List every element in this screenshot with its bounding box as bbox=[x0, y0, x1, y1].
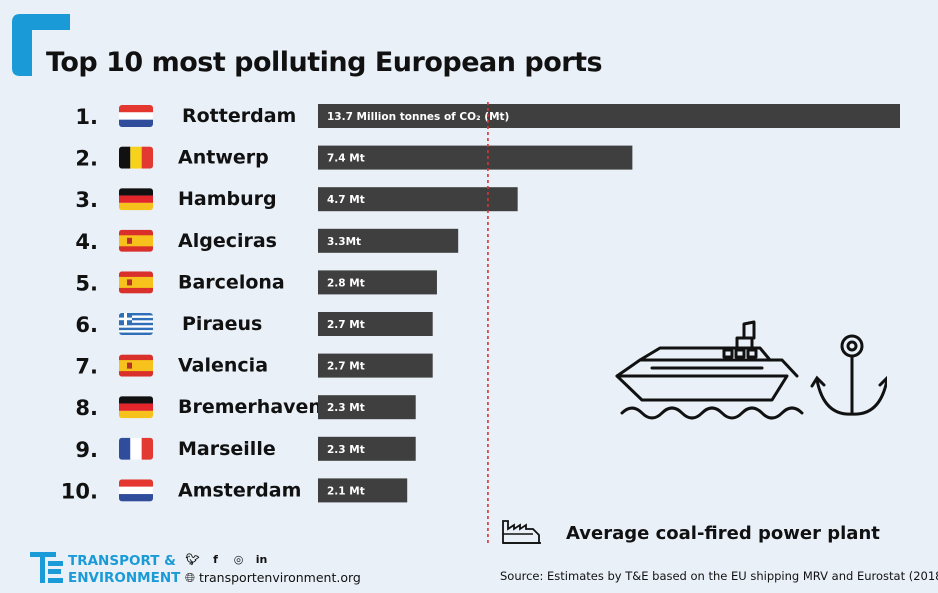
data-label: 2.7 Mt bbox=[327, 319, 365, 331]
spain-flag bbox=[119, 271, 153, 294]
rank-label: 2. bbox=[75, 147, 98, 171]
bar bbox=[318, 187, 518, 212]
bar bbox=[318, 395, 416, 420]
data-label: 2.7 Mt bbox=[327, 361, 365, 373]
rank-label: 3. bbox=[75, 188, 98, 212]
belgium-flag bbox=[119, 146, 153, 169]
bar bbox=[318, 478, 408, 503]
rank-label: 10. bbox=[61, 479, 98, 503]
brand-name-line2: ENVIRONMENT bbox=[68, 570, 181, 586]
bar bbox=[318, 228, 459, 253]
germany-flag bbox=[119, 396, 153, 419]
anchor-icon bbox=[810, 334, 887, 416]
category-label: Piraeus bbox=[182, 313, 262, 335]
rank-label: 5. bbox=[75, 271, 98, 295]
data-label: 7.4 Mt bbox=[327, 153, 365, 165]
cruise-ship-icon bbox=[615, 320, 887, 420]
category-label: Algeciras bbox=[178, 230, 277, 252]
category-label: Hamburg bbox=[178, 188, 277, 210]
france-flag bbox=[119, 437, 153, 460]
data-label: 13.7 Million tonnes of CO₂ (Mt) bbox=[327, 111, 509, 123]
twitter-icon[interactable]: 🐦︎ bbox=[185, 553, 200, 566]
category-label: Rotterdam bbox=[182, 105, 296, 127]
source-note: Source: Estimates by T&E based on the EU… bbox=[500, 569, 938, 583]
bar bbox=[318, 436, 416, 461]
rank-label: 6. bbox=[75, 313, 98, 337]
spain-flag bbox=[119, 229, 153, 252]
bar bbox=[318, 353, 433, 378]
greece-flag bbox=[119, 313, 153, 335]
data-label: 2.8 Mt bbox=[327, 277, 365, 289]
bar bbox=[318, 145, 633, 170]
bar-chart: 1. Rotterdam 13.7 Million tonnes of CO₂ (M… bbox=[61, 102, 900, 546]
rank-label: 9. bbox=[75, 438, 98, 462]
bar bbox=[318, 104, 900, 128]
bar bbox=[318, 312, 433, 336]
data-label: 4.7 Mt bbox=[327, 194, 365, 206]
data-label: 2.1 Mt bbox=[327, 485, 365, 497]
bar bbox=[318, 270, 437, 295]
facebook-icon[interactable]: f bbox=[213, 553, 218, 566]
instagram-icon[interactable]: ◎ bbox=[233, 553, 244, 566]
netherlands-flag bbox=[119, 105, 153, 127]
netherlands-flag bbox=[119, 479, 153, 502]
data-label: 2.3 Mt bbox=[327, 444, 365, 456]
data-label: 2.3 Mt bbox=[327, 402, 365, 414]
social-links: 🐦︎ f ◎ in bbox=[185, 553, 269, 567]
category-label: Bremerhaven bbox=[178, 396, 322, 418]
data-label: 3.3Mt bbox=[327, 236, 361, 248]
website-text: transportenvironment.org bbox=[198, 570, 361, 585]
reference-line-label: Average coal-fired power plant bbox=[566, 523, 880, 544]
te-logo-icon bbox=[30, 552, 63, 583]
category-label: Amsterdam bbox=[178, 479, 301, 501]
germany-flag bbox=[119, 188, 153, 211]
spain-flag bbox=[119, 354, 153, 377]
rank-label: 4. bbox=[75, 230, 98, 254]
category-label: Antwerp bbox=[178, 147, 269, 169]
website-link[interactable]: 🌐︎ transportenvironment.org bbox=[185, 570, 361, 585]
category-label: Barcelona bbox=[178, 271, 285, 293]
factory-icon bbox=[502, 520, 541, 544]
brand-name-line1: TRANSPORT & bbox=[68, 553, 176, 569]
rank-label: 1. bbox=[75, 105, 98, 129]
category-label: Marseille bbox=[178, 438, 276, 460]
rank-label: 7. bbox=[75, 355, 98, 379]
chart-title: Top 10 most polluting European ports bbox=[46, 47, 603, 78]
rank-label: 8. bbox=[75, 396, 98, 420]
corner-accent-shape bbox=[12, 14, 70, 76]
category-label: Valencia bbox=[178, 355, 268, 377]
linkedin-icon[interactable]: in bbox=[255, 553, 268, 566]
